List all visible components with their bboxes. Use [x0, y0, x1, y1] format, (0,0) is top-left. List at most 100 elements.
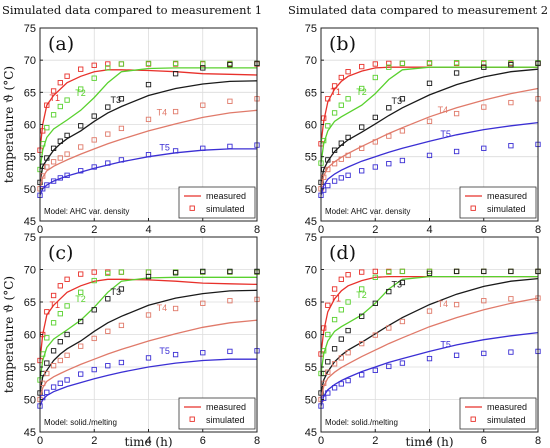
simulated-marker-t1: [372, 61, 378, 67]
simulated-marker-t4: [57, 357, 63, 364]
simulated-marker-t4: [372, 139, 378, 145]
simulated-marker-t4: [64, 151, 70, 157]
simulated-marker-t2: [57, 311, 63, 317]
simulated-marker-t4: [359, 340, 365, 347]
simulated-marker-t4: [399, 128, 406, 134]
simulated-marker-t5: [386, 161, 392, 167]
simulated-marker-t3: [481, 64, 487, 70]
panel-letter: (a): [48, 33, 74, 55]
simulated-marker-t4: [227, 98, 233, 104]
series-label-t5: T5: [159, 143, 170, 153]
simulated-marker-t3: [105, 296, 111, 302]
simulated-marker-t3: [399, 96, 406, 102]
simulated-marker-t5: [64, 377, 70, 383]
series-t3: T3: [318, 60, 541, 186]
series-t5: T5: [37, 142, 260, 198]
y-axis-label: temperature ϑ (°C): [2, 276, 16, 393]
y-tick-label: 70: [305, 265, 317, 277]
panel-a: T1 T2 T3 T4 T5 0 2 4 6 8 45 50 55 60 65 70 75 (a) Model: A…: [2, 3, 262, 236]
simulated-marker-t1: [64, 73, 70, 79]
y-tick-label: 65: [24, 87, 36, 99]
simulated-marker-t2: [145, 60, 152, 67]
simulated-marker-t3: [105, 104, 111, 110]
x-tick-label: 0: [37, 224, 43, 236]
simulated-marker-t3: [331, 147, 338, 153]
simulated-marker-t4: [200, 102, 206, 108]
simulated-marker-t3: [359, 313, 365, 319]
y-tick-label: 75: [305, 232, 317, 244]
simulated-marker-t5: [453, 352, 460, 358]
simulated-marker-t5: [345, 172, 351, 178]
simulated-marker-t1: [331, 83, 338, 89]
simulated-marker-t4: [386, 133, 392, 139]
simulated-marker-t3: [50, 348, 57, 354]
y-tick-label: 45: [24, 427, 36, 439]
simulated-marker-t5: [105, 160, 111, 166]
simulated-marker-t1: [338, 74, 344, 81]
simulated-marker-t3: [227, 268, 233, 275]
legend-simulated-swatch: [189, 205, 195, 211]
simulated-marker-t1: [345, 272, 351, 278]
simulated-marker-t5: [331, 385, 338, 391]
legend-simulated-label: simulated: [206, 204, 245, 214]
x-tick-label: 0: [318, 224, 324, 236]
legend-measured-label: measured: [206, 402, 246, 412]
simulated-marker-t2: [50, 320, 57, 326]
series-label-t3: T3: [392, 96, 403, 106]
series-label-t3: T3: [111, 287, 122, 297]
simulated-marker-t2: [331, 316, 338, 323]
simulated-marker-t5: [453, 148, 460, 155]
simulated-marker-t2: [91, 277, 97, 284]
simulated-marker-t5: [399, 360, 406, 366]
x-tick-label: 8: [254, 435, 260, 447]
simulated-marker-t2: [105, 270, 111, 277]
simulated-marker-t1: [325, 96, 331, 102]
simulated-marker-t5: [172, 351, 179, 358]
simulated-marker-t2: [64, 97, 70, 103]
legend-box: [459, 397, 537, 430]
series-label-t4: T4: [438, 105, 449, 115]
simulated-marker-t1: [44, 309, 50, 315]
y-tick-label: 70: [24, 55, 36, 67]
simulated-marker-t2: [386, 64, 392, 70]
measured-line-t5: [320, 121, 539, 196]
legend-box: [459, 186, 537, 219]
simulated-marker-t4: [57, 155, 63, 161]
simulated-marker-t1: [78, 66, 84, 72]
legend-simulated-label: simulated: [487, 204, 526, 214]
simulated-marker-t4: [325, 369, 331, 375]
legend-box: [178, 397, 256, 430]
simulated-marker-t3: [145, 273, 152, 280]
simulated-marker-t2: [399, 60, 406, 67]
panel-c: T1 T2 T3 T4 T5 0 2 4 6 8 45 50 55 60 65 70 75 (c) Model: s…: [2, 232, 260, 448]
simulated-marker-t4: [145, 116, 152, 123]
x-tick-label: 8: [535, 224, 541, 236]
x-tick-label: 6: [200, 224, 206, 236]
y-tick-label: 55: [305, 152, 317, 164]
series-label-t2: T2: [356, 87, 367, 97]
simulated-marker-t4: [331, 161, 338, 167]
y-tick-label: 60: [305, 120, 317, 132]
simulated-marker-t4: [399, 318, 406, 325]
simulated-marker-t3: [359, 124, 365, 130]
simulated-marker-t4: [172, 305, 179, 312]
simulated-marker-t5: [50, 178, 57, 184]
series-label-t2: T2: [75, 294, 86, 304]
simulated-marker-t1: [338, 276, 344, 282]
series-t4: T4: [37, 96, 260, 192]
simulated-marker-t3: [386, 105, 392, 111]
series-label-t4: T4: [157, 107, 168, 117]
simulated-marker-t1: [105, 61, 111, 67]
x-tick-label: 6: [200, 435, 206, 447]
simulated-marker-t4: [50, 159, 57, 165]
y-tick-label: 70: [305, 55, 317, 67]
y-tick-label: 50: [305, 395, 317, 407]
simulated-marker-t2: [118, 269, 125, 275]
y-tick-label: 60: [24, 120, 36, 132]
simulated-marker-t4: [345, 350, 351, 356]
simulated-marker-t4: [64, 352, 70, 358]
y-axis-label: temperature ϑ (°C): [2, 66, 16, 183]
simulated-marker-t2: [44, 335, 50, 341]
x-tick-label: 4: [145, 435, 151, 447]
simulated-marker-t5: [372, 164, 378, 170]
